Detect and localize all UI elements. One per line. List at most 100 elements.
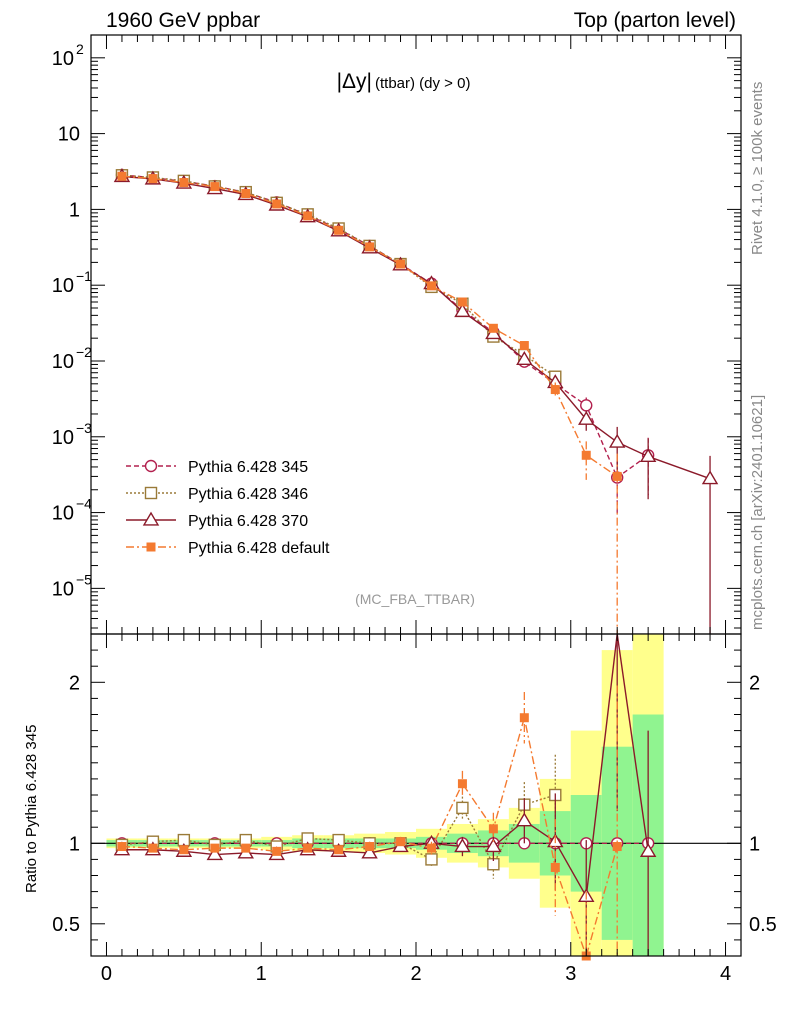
- data-point: [581, 450, 591, 460]
- y-tick-exponent: 2: [76, 41, 84, 57]
- series-1-ratio: [115, 754, 562, 879]
- ratio-line: [121, 794, 556, 866]
- data-point: [550, 385, 560, 395]
- ratio-point: [117, 842, 127, 852]
- ratio-point: [454, 838, 471, 853]
- ratio-point: [485, 838, 502, 853]
- ratio-point: [361, 844, 378, 859]
- rivet-version-label: Rivet 4.1.0, ≥ 100k events: [749, 82, 766, 255]
- analysis-watermark: (MC_FBA_TTBAR): [355, 591, 475, 607]
- ratio-y-tick-label-left: 1: [69, 833, 80, 855]
- legend-label: Pythia 6.428 345: [188, 459, 308, 476]
- ratio-point: [148, 843, 158, 853]
- ratio-point: [241, 843, 251, 853]
- header-process: Top (parton level): [574, 9, 736, 32]
- x-tick-label: 3: [565, 963, 576, 985]
- data-point: [519, 341, 529, 351]
- legend-item: Pythia 6.428 346: [126, 486, 308, 503]
- ratio-point: [396, 837, 406, 847]
- header-energy: 1960 GeV ppbar: [106, 9, 260, 32]
- series-3-ratio: [117, 685, 622, 961]
- y-tick-label: 10: [52, 351, 74, 373]
- legend-label: Pythia 6.428 default: [188, 540, 330, 557]
- data-point: [396, 259, 406, 269]
- x-tick-label: 4: [720, 963, 731, 985]
- y-tick-label: 1: [69, 199, 80, 221]
- legend-item: Pythia 6.428 345: [126, 459, 308, 476]
- ratio-point: [612, 842, 622, 852]
- ratio-point: [457, 779, 467, 789]
- data-point: [488, 323, 498, 333]
- y-tick-label: 10: [58, 124, 80, 146]
- data-point: [639, 448, 657, 463]
- legend-marker: [142, 511, 160, 526]
- ratio-y-tick-label-right: 2: [749, 672, 760, 694]
- y-tick-label: 10: [52, 503, 74, 525]
- ratio-point: [179, 845, 189, 855]
- data-point: [426, 281, 436, 291]
- series-2-main: [113, 168, 719, 634]
- title-sub: (ttbar) (dy > 0): [375, 75, 470, 92]
- ratio-point: [516, 812, 533, 827]
- data-point: [241, 189, 251, 199]
- data-point: [210, 182, 220, 192]
- ratio-point: [426, 843, 436, 853]
- ratio-line: [121, 717, 618, 959]
- series-line: [121, 174, 649, 479]
- y-tick-exponent: −1: [76, 268, 92, 284]
- ratio-point: [272, 846, 282, 856]
- ratio-point: [425, 853, 438, 866]
- x-tick-label: 0: [101, 963, 112, 985]
- y-tick-exponent: −2: [76, 344, 92, 360]
- title-main: |Δy|: [337, 70, 372, 93]
- ratio-point: [334, 845, 344, 855]
- ratio-y-tick-label-right: 0.5: [749, 914, 777, 936]
- data-point: [365, 242, 375, 252]
- legend-label: Pythia 6.428 370: [188, 513, 308, 530]
- legend-marker: [146, 542, 156, 552]
- ratio-point: [639, 842, 657, 857]
- series-1-main: [115, 169, 562, 383]
- ratio-point: [303, 843, 313, 853]
- data-point: [272, 199, 282, 209]
- ratio-panel: 2 2 1 1 0.5 0.5 0 1 2 3 4 Ratio to Pythia 6.428 34…: [23, 633, 777, 985]
- legend-label: Pythia 6.428 346: [188, 486, 308, 503]
- data-point: [454, 303, 471, 318]
- x-tick-label: 1: [256, 963, 267, 985]
- ratio-point: [210, 843, 220, 853]
- y-tick-label: 10: [52, 48, 74, 70]
- ratio-point: [206, 846, 224, 861]
- data-point: [457, 297, 467, 307]
- data-point: [580, 399, 593, 412]
- legend-marker: [144, 459, 158, 473]
- x-tick-label: 2: [410, 963, 421, 985]
- legend: Pythia 6.428 345 Pythia 6.428 346 Pythia 6…: [126, 459, 330, 557]
- ratio-point: [456, 801, 469, 815]
- y-tick-exponent: −5: [76, 571, 92, 587]
- ratio-y-tick-label-left: 0.5: [52, 914, 80, 936]
- data-point: [516, 351, 533, 365]
- legend-item: Pythia 6.428 default: [126, 540, 330, 557]
- legend-item: Pythia 6.428 370: [126, 511, 308, 530]
- y-tick-label: 10: [52, 427, 74, 449]
- legend-marker: [144, 486, 158, 500]
- y-tick-label: 10: [52, 578, 74, 600]
- ratio-point: [365, 842, 375, 852]
- data-point: [701, 470, 719, 485]
- data-point: [578, 410, 595, 425]
- ratio-y-axis-label: Ratio to Pythia 6.428 345: [23, 725, 40, 893]
- y-tick-exponent: −3: [76, 420, 92, 436]
- data-point: [148, 174, 158, 184]
- ratio-line: [121, 633, 649, 899]
- ratio-point: [550, 862, 560, 872]
- y-tick-exponent: −4: [76, 496, 92, 512]
- data-point: [117, 171, 127, 181]
- data-point: [179, 178, 189, 188]
- series-line: [121, 174, 556, 378]
- data-point: [334, 225, 344, 235]
- series-3-main: [117, 171, 622, 634]
- y-tick-label: 10: [52, 275, 74, 297]
- data-point: [303, 211, 313, 221]
